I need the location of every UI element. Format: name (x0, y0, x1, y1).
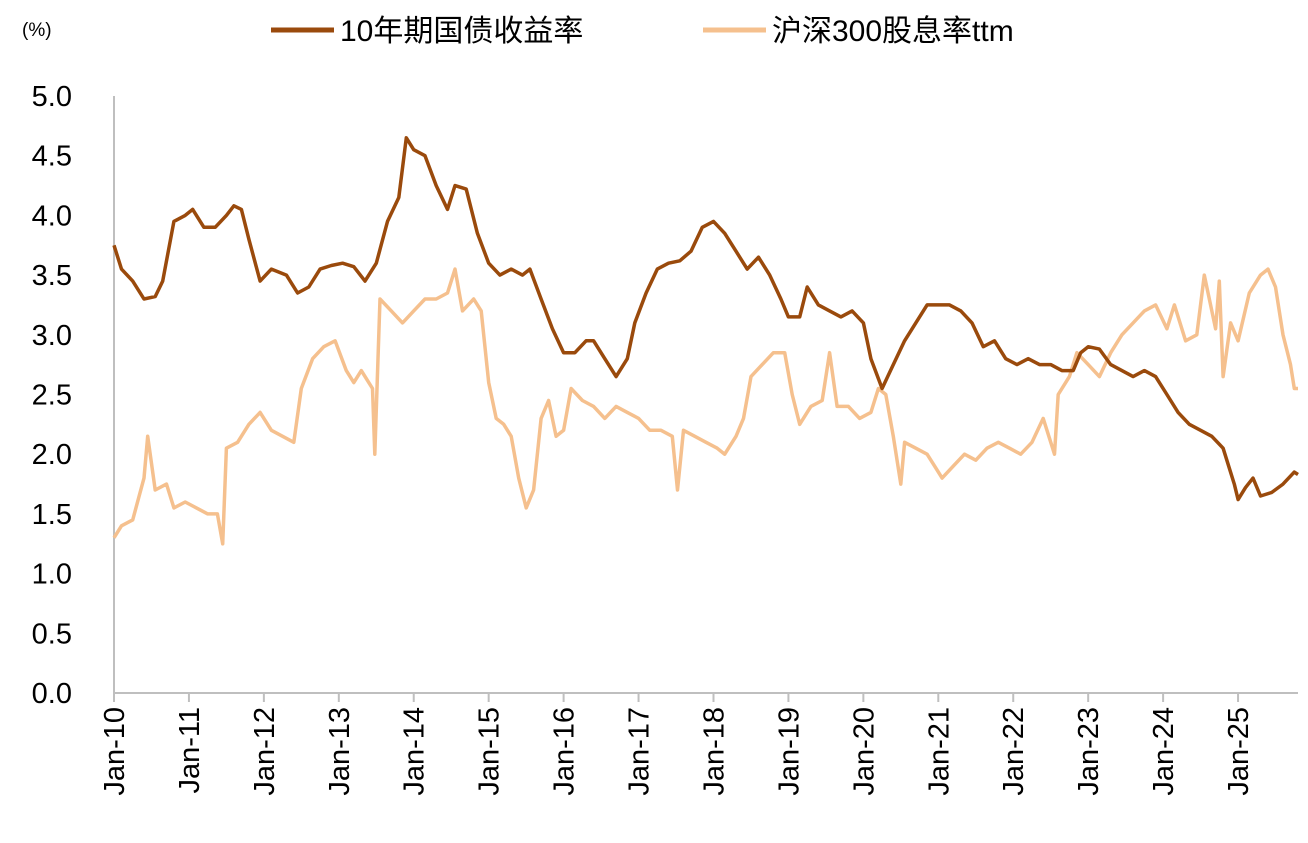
x-axis: Jan-10 Jan-11 Jan-12 Jan-13 Jan-14 Jan-15 Jan-… (99, 693, 1298, 796)
series-line-bond-yield (114, 138, 1298, 500)
x-tick-label: Jan-23 (1073, 707, 1105, 796)
legend-label-dividend-yield: 沪深300股息率ttm (772, 15, 1014, 48)
y-tick-label: 2.5 (32, 380, 72, 412)
x-tick-label: Jan-25 (1223, 707, 1255, 796)
legend-label-bond-yield: 10年期国债收益率 (340, 15, 583, 48)
y-axis-unit-label: (%) (22, 20, 52, 41)
plot-area (114, 138, 1298, 544)
y-tick-label: 1.0 (32, 559, 72, 591)
series-line-dividend-yield (114, 269, 1298, 544)
x-tick-label: Jan-14 (399, 707, 431, 796)
x-tick-label: Jan-18 (698, 707, 730, 796)
x-tick-label: Jan-12 (249, 707, 281, 796)
x-tick-label: Jan-21 (923, 707, 955, 796)
y-tick-label: 5.0 (32, 81, 72, 113)
x-tick-label: Jan-13 (324, 707, 356, 796)
legend: 10年期国债收益率 沪深300股息率ttm (271, 15, 1014, 48)
y-tick-label: 1.5 (32, 499, 72, 531)
y-tick-label: 4.5 (32, 141, 72, 173)
y-tick-label: 3.0 (32, 320, 72, 352)
x-tick-label: Jan-20 (848, 707, 880, 796)
x-tick-label: Jan-19 (773, 707, 805, 796)
x-tick-label: Jan-15 (474, 707, 506, 796)
x-tick-label: Jan-10 (99, 707, 131, 796)
y-tick-label: 4.0 (32, 200, 72, 232)
x-tick-label: Jan-11 (174, 707, 206, 794)
y-tick-label: 3.5 (32, 260, 72, 292)
x-tick-label: Jan-22 (998, 707, 1030, 796)
x-tick-label: Jan-17 (624, 707, 656, 796)
y-tick-label: 0.5 (32, 618, 72, 650)
x-tick-label: Jan-16 (549, 707, 581, 796)
y-axis: 0.0 0.5 1.0 1.5 2.0 2.5 3.0 3.5 4.0 4.5 5.0 (32, 81, 114, 710)
x-tick-label: Jan-24 (1148, 707, 1180, 796)
y-tick-label: 0.0 (32, 678, 72, 710)
y-tick-label: 2.0 (32, 439, 72, 471)
